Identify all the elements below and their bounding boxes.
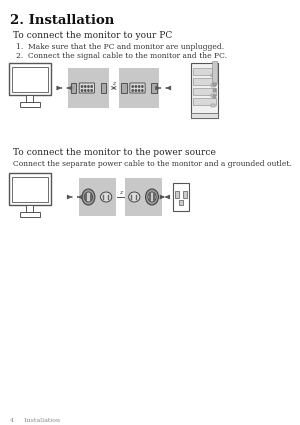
Circle shape [148,192,156,202]
Bar [151,83,157,93]
Bar [213,95,216,98]
Text: 2. Installation: 2. Installation [10,14,114,27]
Circle shape [88,90,89,91]
Circle shape [132,90,133,91]
Bar [119,68,159,108]
Circle shape [91,90,92,91]
Text: 1.  Make sure that the PC and monitor are unplugged.: 1. Make sure that the PC and monitor are… [16,43,224,51]
Ellipse shape [129,192,140,202]
Circle shape [85,90,86,91]
Circle shape [135,90,136,91]
Circle shape [146,189,158,205]
Bar [178,200,183,205]
Bar [9,173,51,205]
Bar [175,190,179,198]
Bar [212,61,217,83]
Circle shape [81,90,83,91]
Text: z: z [118,190,122,195]
Text: To connect the monitor to your PC: To connect the monitor to your PC [13,31,172,40]
Circle shape [142,86,143,87]
Bar [193,68,216,75]
Bar [122,83,127,93]
Bar [191,113,218,118]
Circle shape [91,86,92,87]
Circle shape [135,86,136,87]
Bar [124,178,162,216]
Bar [212,94,215,97]
Circle shape [82,189,95,205]
Bar [79,178,116,216]
Bar [26,95,33,102]
Ellipse shape [100,192,112,202]
Bar [212,74,215,77]
Bar [212,104,215,107]
FancyBboxPatch shape [130,83,145,93]
Circle shape [85,86,86,87]
Bar [12,66,48,91]
Text: 4     Installation: 4 Installation [10,418,60,423]
Circle shape [88,86,89,87]
Bar [26,205,33,212]
FancyBboxPatch shape [79,83,94,93]
Text: 2.  Connect the signal cable to the monitor and the PC.: 2. Connect the signal cable to the monit… [16,52,227,60]
Bar [20,212,40,216]
Circle shape [142,90,143,91]
Text: To connect the monitor to the power source: To connect the monitor to the power sour… [13,148,216,157]
Circle shape [81,86,83,87]
Bar [213,89,216,92]
Circle shape [139,86,140,87]
Bar [213,83,216,86]
Bar [193,88,216,95]
Bar [182,190,187,198]
Text: Connect the separate power cable to the monitor and a grounded outlet.: Connect the separate power cable to the … [13,160,292,168]
Bar [173,183,189,211]
Circle shape [132,86,133,87]
Bar [100,83,106,93]
Bar [193,78,216,85]
Bar [212,84,215,87]
Text: z: z [112,81,116,86]
Bar [191,63,218,118]
Bar [9,63,51,95]
Bar [71,83,76,93]
Bar [68,68,109,108]
Circle shape [84,192,92,202]
Bar [193,98,216,105]
Circle shape [139,90,140,91]
Bar [20,102,40,107]
Bar [12,176,48,201]
